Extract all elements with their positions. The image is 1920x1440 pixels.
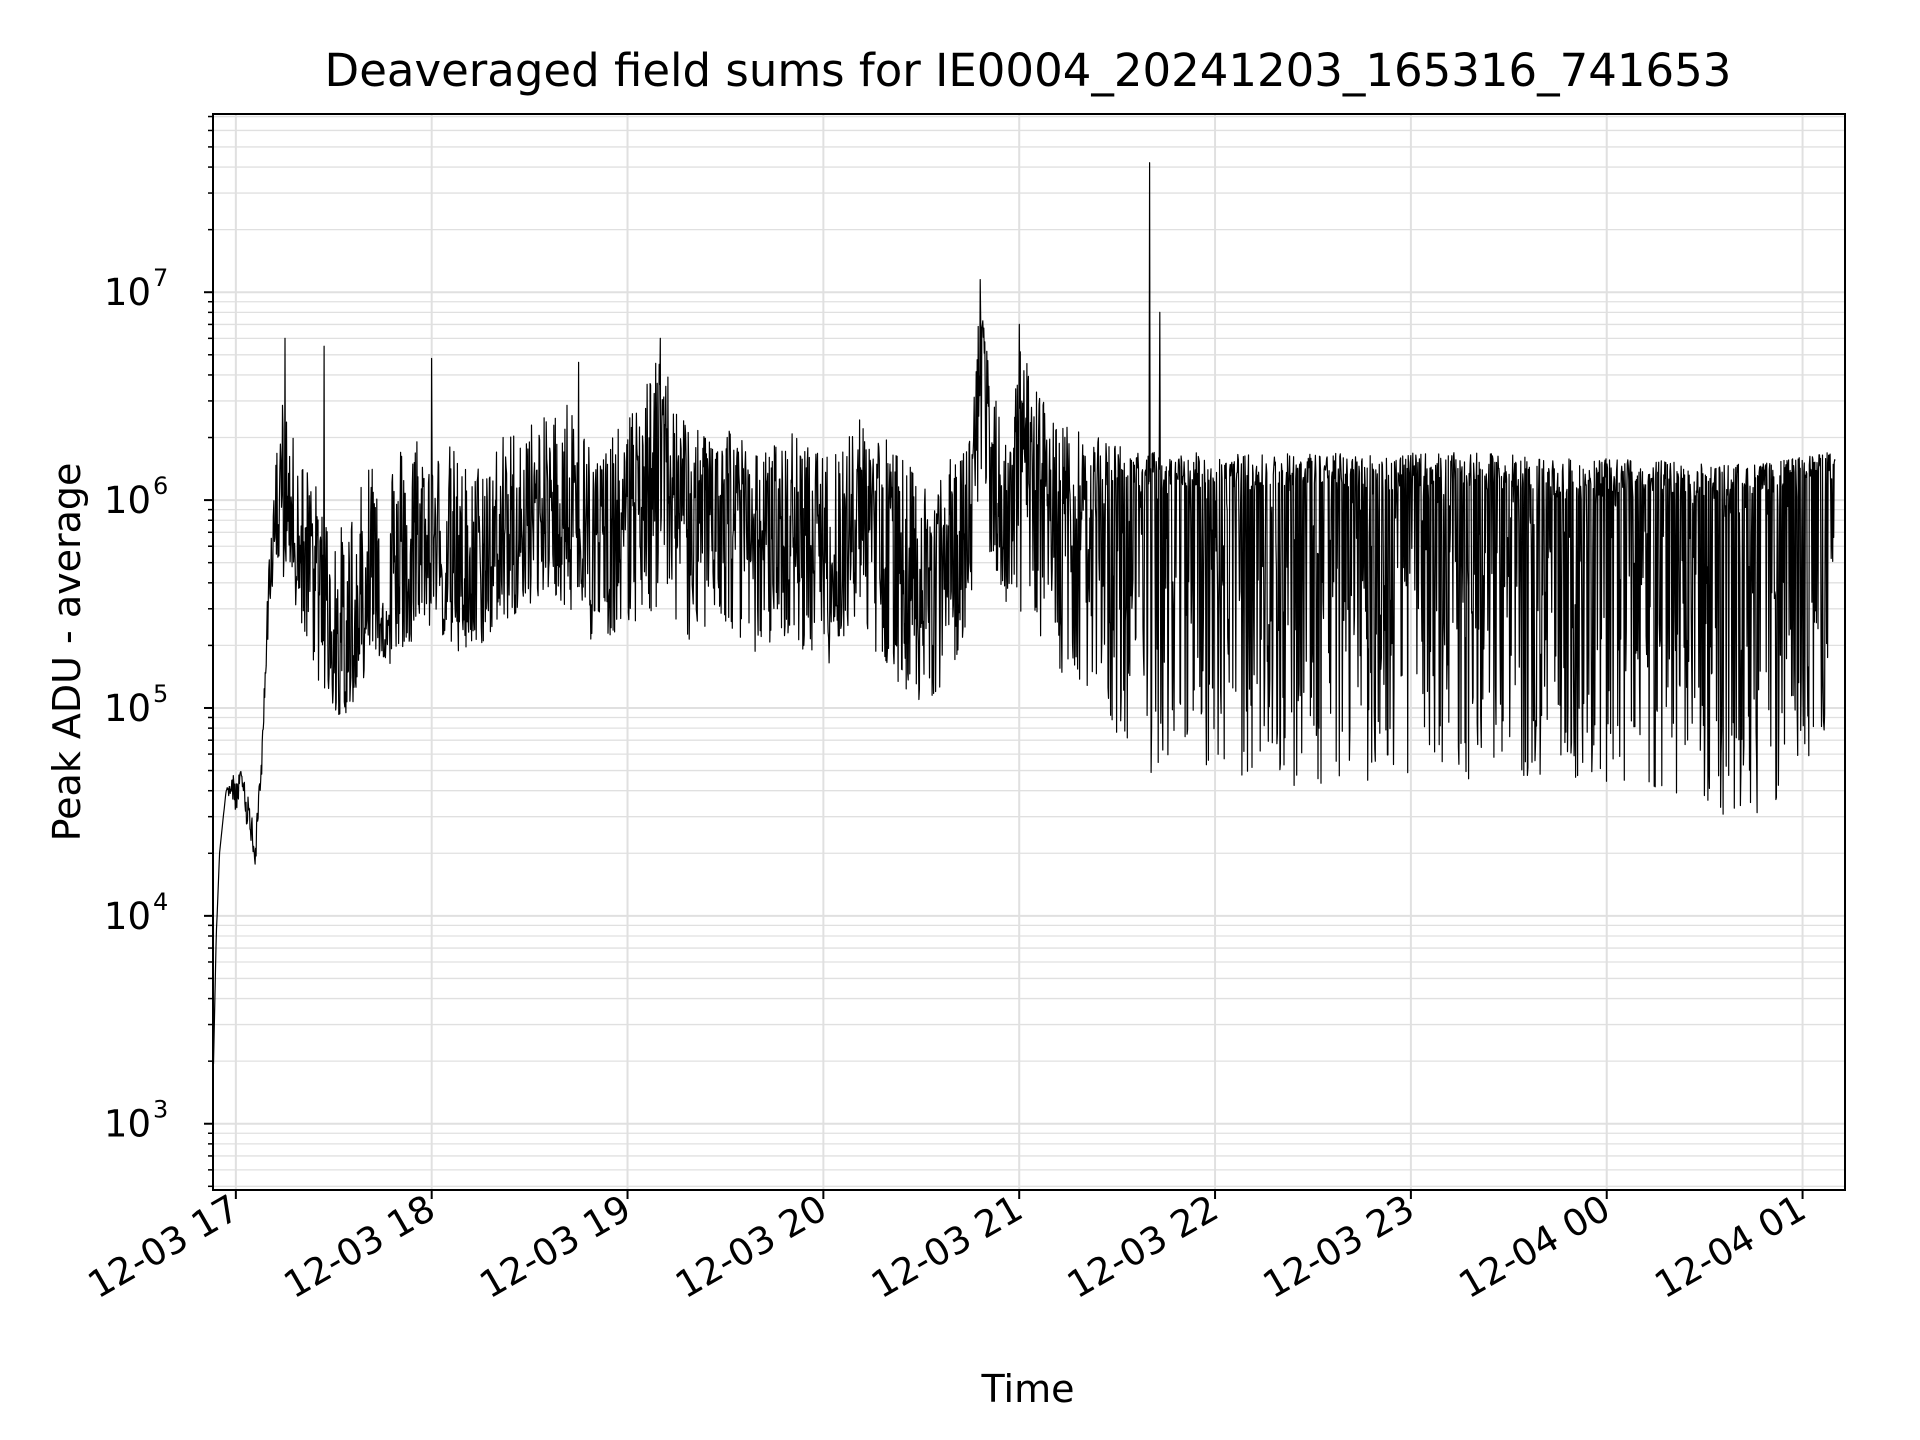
y-tick-exponent: 4	[153, 888, 168, 916]
y-tick-exponent: 3	[153, 1096, 168, 1124]
x-tick-label: 12-04 01	[1647, 1187, 1813, 1307]
y-tick-exponent: 5	[153, 680, 168, 708]
y-tick-exponent: 7	[153, 264, 168, 292]
x-tick-label: 12-04 00	[1452, 1187, 1618, 1307]
chart-title: Deaveraged field sums for IE0004_2024120…	[325, 44, 1732, 97]
x-tick-label: 12-03 20	[668, 1187, 834, 1307]
y-tick-label: 10	[104, 479, 151, 522]
plot-frame	[212, 113, 1846, 1191]
x-tick-label: 12-03 17	[81, 1187, 247, 1307]
y-tick-label: 10	[104, 271, 151, 314]
x-tick-label: 12-03 22	[1060, 1187, 1226, 1307]
y-tick-label: 10	[104, 687, 151, 730]
x-tick-label: 12-03 19	[472, 1187, 638, 1307]
x-tick-label: 12-03 21	[864, 1187, 1030, 1307]
y-tick-label: 10	[104, 895, 151, 938]
y-axis-label: Peak ADU - average	[45, 463, 89, 842]
series-line	[212, 162, 1836, 1065]
y-tick-exponent: 6	[153, 472, 168, 500]
data-series	[212, 162, 1836, 1065]
x-tick-label: 12-03 18	[277, 1187, 443, 1307]
x-tick-label: 12-03 23	[1256, 1187, 1422, 1307]
y-tick-label: 10	[104, 1103, 151, 1146]
x-axis-label: Time	[981, 1367, 1075, 1411]
